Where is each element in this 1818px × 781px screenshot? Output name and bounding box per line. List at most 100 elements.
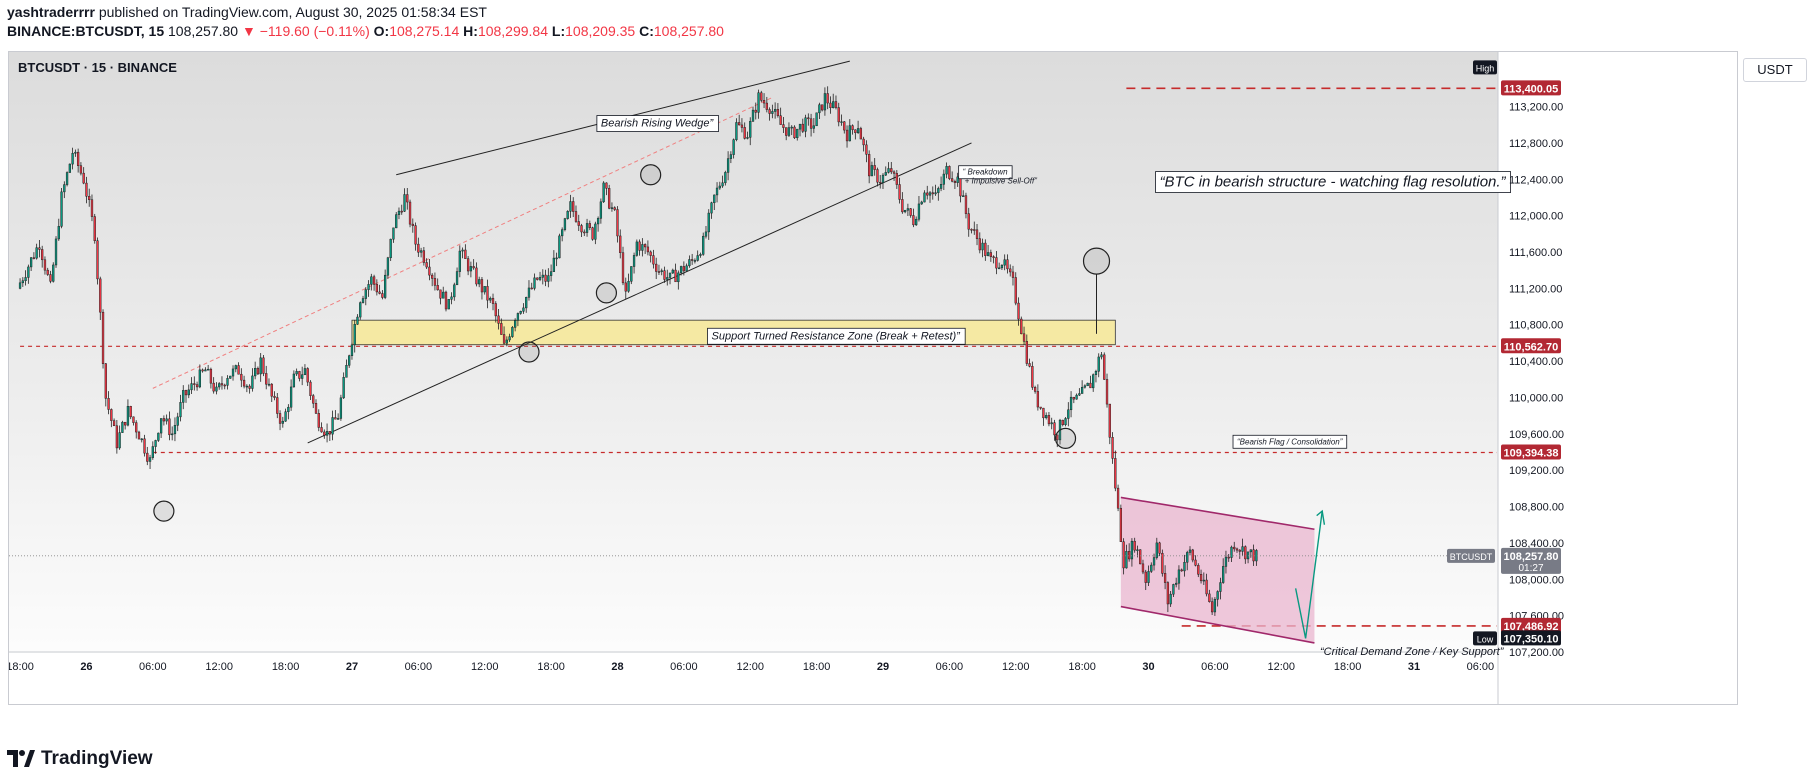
candle-body xyxy=(591,227,594,240)
candle-body xyxy=(1103,354,1106,380)
candle-body xyxy=(79,165,83,174)
candle-body xyxy=(1127,551,1131,560)
candle-body xyxy=(887,168,890,173)
candle-body xyxy=(38,247,41,250)
candle-body xyxy=(610,207,614,209)
candle-body xyxy=(350,344,354,356)
candle-body xyxy=(635,241,638,256)
candle-body xyxy=(967,213,970,230)
breakdown-label-2: + Impulsive Sell-Off” xyxy=(965,177,1038,186)
candle-body xyxy=(204,369,207,372)
candle-body xyxy=(1216,591,1219,600)
tradingview-logo[interactable]: TradingView xyxy=(7,748,153,770)
candle-body xyxy=(1197,565,1200,575)
candle-body xyxy=(284,411,287,422)
candle-body xyxy=(608,188,611,209)
candle-body xyxy=(508,336,511,341)
candle-body xyxy=(577,221,580,226)
candle-body xyxy=(273,395,276,398)
candle-body xyxy=(859,128,863,140)
candle-body xyxy=(812,125,815,129)
candle-body xyxy=(339,397,343,419)
time-tick-label: 30 xyxy=(1142,661,1154,673)
candle-body xyxy=(309,381,312,396)
candle-body xyxy=(65,172,69,185)
currency-button[interactable]: USDT xyxy=(1743,58,1807,82)
candle-body xyxy=(267,383,271,386)
candle-body xyxy=(1244,546,1247,560)
candle-body xyxy=(458,250,461,272)
time-tick-label: 06:00 xyxy=(1201,661,1229,673)
price-tick-label: 112,000.00 xyxy=(1509,211,1563,223)
candle-body xyxy=(1246,551,1250,560)
candle-body xyxy=(466,258,470,272)
candle-body xyxy=(483,286,486,293)
high-flag: High xyxy=(1476,63,1495,73)
price-chart[interactable]: Bearish Rising Wedge” Support Turned Resi… xyxy=(9,52,1738,705)
candle-body xyxy=(751,109,755,122)
candle-body xyxy=(209,368,213,384)
time-tick-label: 18:00 xyxy=(272,661,300,673)
candle-body xyxy=(945,166,948,175)
candle-body xyxy=(699,254,702,256)
candle-body xyxy=(561,229,564,237)
close-value: 108,257.80 xyxy=(653,23,724,39)
time-tick-label: 12:00 xyxy=(736,661,764,673)
candle-body xyxy=(1158,542,1161,554)
trend-dashed-line xyxy=(152,97,773,389)
candle-body xyxy=(104,363,107,399)
candle-body xyxy=(868,154,871,177)
author-name[interactable]: yashtraderrrr xyxy=(7,4,95,20)
high-label: H: xyxy=(463,23,478,39)
candle-body xyxy=(1208,593,1211,602)
candle-body xyxy=(212,382,215,392)
candle-body xyxy=(843,121,846,131)
candle-body xyxy=(1033,387,1037,392)
candle-body xyxy=(1045,415,1048,419)
candle-body xyxy=(917,203,921,220)
chart-pane[interactable]: Bearish Rising Wedge” Support Turned Resi… xyxy=(8,51,1738,705)
candle-body xyxy=(159,418,163,434)
candle-body xyxy=(115,425,119,449)
candle-body xyxy=(787,127,791,136)
candle-body xyxy=(436,285,439,291)
candle-body xyxy=(118,432,121,449)
candle-body xyxy=(364,289,367,299)
candle-body xyxy=(544,274,547,282)
price-tick-label: 112,800.00 xyxy=(1509,138,1563,150)
candle-body xyxy=(1119,507,1123,542)
candle-body xyxy=(21,280,24,284)
candle-body xyxy=(494,303,497,317)
candle-body xyxy=(1202,579,1205,582)
candle-body xyxy=(959,176,962,197)
wedge-label: Bearish Rising Wedge” xyxy=(601,118,715,130)
candle-body xyxy=(381,293,384,298)
candle-body xyxy=(768,109,771,114)
candle-body xyxy=(1205,579,1208,595)
candle-body xyxy=(624,282,627,292)
candle-body xyxy=(995,257,998,269)
candle-body xyxy=(809,118,813,129)
candle-body xyxy=(870,165,874,177)
candle-body xyxy=(845,129,849,142)
breakdown-label-box xyxy=(958,165,1013,180)
candle-body xyxy=(749,121,752,138)
candle-body xyxy=(1147,571,1150,583)
candle-body xyxy=(594,223,597,240)
candle-body xyxy=(574,211,578,222)
candle-body xyxy=(641,244,644,251)
candle-body xyxy=(1133,540,1136,551)
candle-body xyxy=(240,373,243,381)
candle-body xyxy=(447,299,450,310)
candle-body xyxy=(1241,546,1244,552)
candle-body xyxy=(486,286,489,301)
price-tick-label: 112,400.00 xyxy=(1509,174,1563,186)
zone-label: Support Turned Resistance Zone (Break + … xyxy=(712,330,962,342)
candle-body xyxy=(85,182,88,197)
candle-body xyxy=(497,315,500,324)
price-tick-label: 113,200.00 xyxy=(1509,102,1563,114)
symbol-tag-bg xyxy=(1447,548,1495,563)
candle-body xyxy=(1230,546,1233,558)
candle-body xyxy=(397,210,401,215)
candle-body xyxy=(903,209,907,213)
